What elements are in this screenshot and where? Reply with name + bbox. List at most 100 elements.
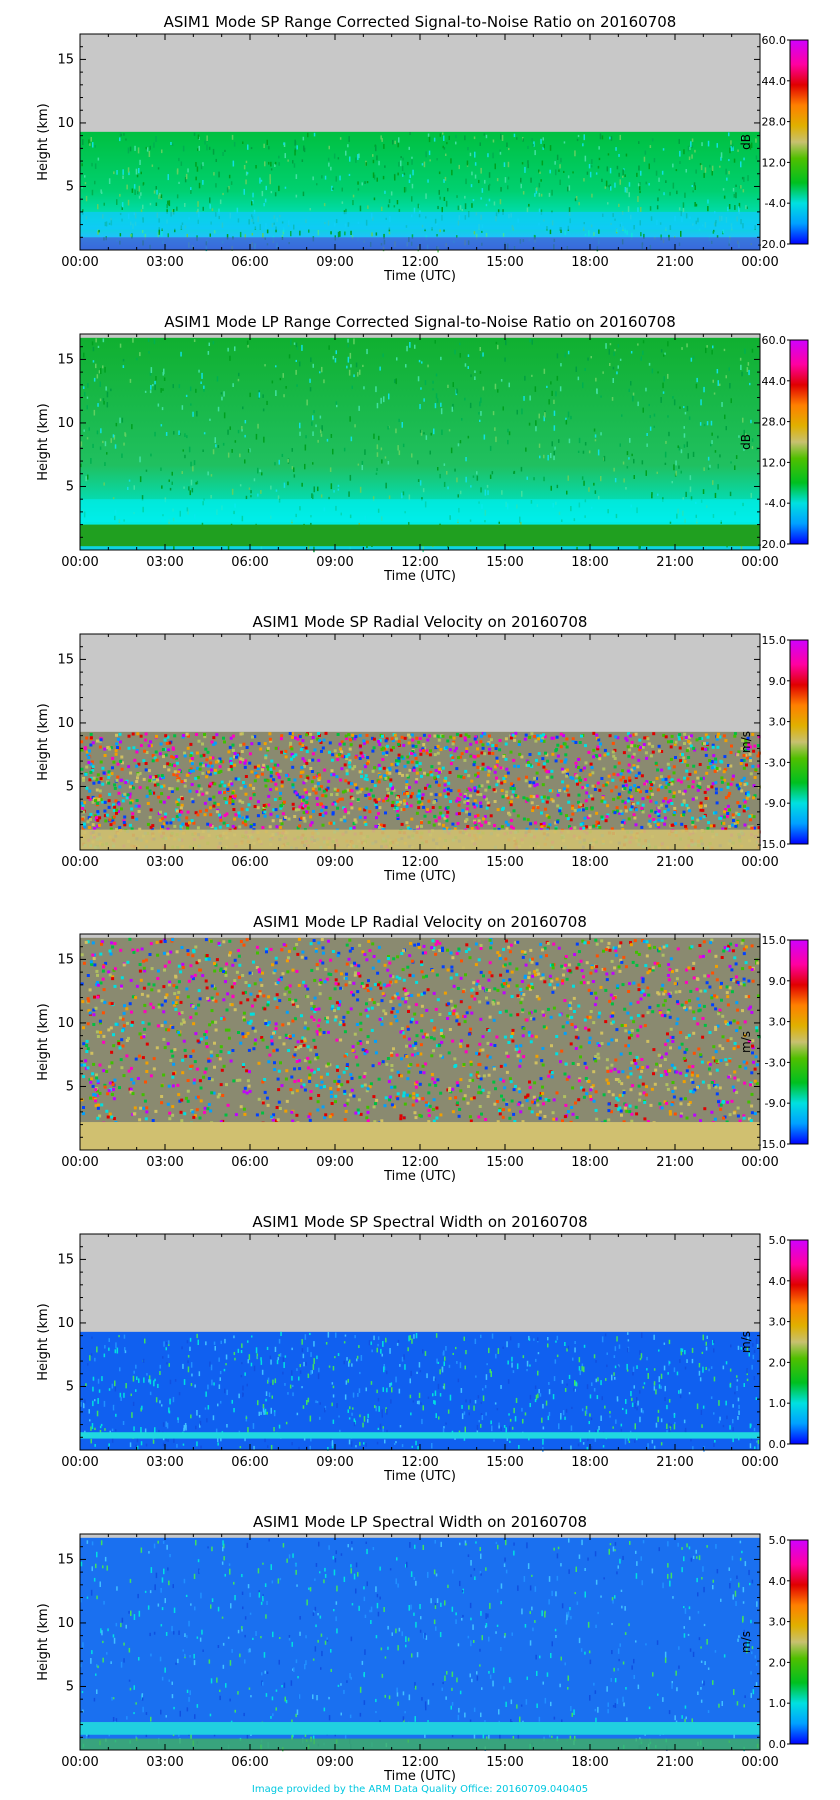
x-tick-label: 03:00	[146, 1755, 183, 1770]
footer-credit: Image provided by the ARM Data Quality O…	[251, 1784, 589, 1795]
colorbar-label: dB	[739, 434, 753, 450]
colorbar-tick-label: 0.0	[769, 1438, 787, 1451]
x-tick-label: 09:00	[316, 255, 353, 270]
chart-panel-3: ASIM1 Mode SP Radial Velocity on 2016070…	[36, 613, 809, 884]
x-tick-label: 09:00	[316, 1755, 353, 1770]
x-tick-label: 09:00	[316, 1155, 353, 1170]
colorbar: 5.0 4.0 3.0 2.0 1.0 0.0 m/s	[739, 1534, 809, 1751]
colorbar-label: dB	[739, 134, 753, 150]
colorbar-tick-label: -15.0	[758, 838, 786, 851]
x-tick-label: 03:00	[146, 1455, 183, 1470]
colorbar-tick-label: -3.0	[765, 756, 786, 769]
colorbar-tick-label: 9.0	[769, 975, 787, 988]
x-tick-label: 15:00	[486, 1455, 523, 1470]
x-tick-label: 12:00	[401, 1755, 438, 1770]
low-band	[80, 1722, 760, 1735]
colorbar-tick-label: 3.0	[769, 1616, 787, 1629]
x-tick-label: 21:00	[656, 1455, 693, 1470]
chart-title: ASIM1 Mode LP Range Corrected Signal-to-…	[164, 313, 676, 331]
colorbar-tick-label: -3.0	[765, 1056, 786, 1069]
x-tick-label: 12:00	[401, 555, 438, 570]
x-tick-label: 09:00	[316, 555, 353, 570]
colorbar-tick-label: 60.0	[762, 34, 787, 47]
colorbar-tick-label: -4.0	[765, 197, 786, 210]
y-tick-label: 15	[57, 1552, 74, 1567]
colorbar-tick-label: 28.0	[762, 116, 787, 129]
chart-title: ASIM1 Mode SP Spectral Width on 20160708	[252, 1213, 587, 1231]
x-tick-label: 18:00	[571, 1455, 608, 1470]
low-band	[80, 1432, 760, 1439]
x-tick-label: 12:00	[401, 1155, 438, 1170]
x-tick-label: 06:00	[231, 255, 268, 270]
x-tick-label: 18:00	[571, 1755, 608, 1770]
x-tick-label: 18:00	[571, 1155, 608, 1170]
colorbar-tick-label: 44.0	[762, 75, 787, 88]
y-tick-label: 15	[57, 352, 74, 367]
x-tick-label: 21:00	[656, 1155, 693, 1170]
x-tick-label: 03:00	[146, 555, 183, 570]
colorbar-tick-label: 0.0	[769, 1738, 787, 1751]
y-axis-label: Height (km)	[36, 1003, 51, 1080]
chart-title: ASIM1 Mode SP Range Corrected Signal-to-…	[164, 13, 677, 31]
colorbar-tick-label: 3.0	[769, 716, 787, 729]
colorbar: 15.0 9.0 3.0 -3.0 -9.0 -15.0 m/s	[739, 634, 809, 851]
y-tick-label: 15	[57, 1252, 74, 1267]
x-tick-label: 00:00	[61, 1755, 98, 1770]
x-tick-label: 00:00	[61, 855, 98, 870]
colorbar-tick-label: -9.0	[765, 1097, 786, 1110]
colorbar-gradient	[789, 939, 809, 1145]
y-tick-label: 10	[57, 416, 74, 431]
x-tick-label: 15:00	[486, 1155, 523, 1170]
colorbar-tick-label: 28.0	[762, 416, 787, 429]
chart-panel-4: ASIM1 Mode LP Radial Velocity on 2016070…	[36, 913, 809, 1184]
colorbar-tick-label: 5.0	[769, 1234, 787, 1247]
colorbar: 5.0 4.0 3.0 2.0 1.0 0.0 m/s	[739, 1234, 809, 1451]
chart-title: ASIM1 Mode LP Spectral Width on 20160708	[253, 1513, 587, 1531]
colorbar-tick-label: -20.0	[758, 238, 786, 251]
y-tick-label: 10	[57, 1616, 74, 1631]
x-tick-label: 21:00	[656, 855, 693, 870]
x-tick-label: 12:00	[401, 255, 438, 270]
y-tick-label: 5	[66, 1379, 74, 1394]
y-tick-label: 15	[57, 652, 74, 667]
y-axis-label: Height (km)	[36, 703, 51, 780]
data-speckle	[80, 1331, 760, 1452]
x-axis-label: Time (UTC)	[383, 869, 456, 884]
data-field	[80, 131, 760, 250]
x-tick-label: 09:00	[316, 855, 353, 870]
y-tick-label: 15	[57, 52, 74, 67]
colorbar-tick-label: 60.0	[762, 334, 787, 347]
x-tick-label: 12:00	[401, 855, 438, 870]
colorbar-label: m/s	[739, 1331, 753, 1353]
x-tick-label: 06:00	[231, 855, 268, 870]
x-tick-label: 15:00	[486, 555, 523, 570]
x-axis-label: Time (UTC)	[383, 569, 456, 584]
colorbar-gradient	[789, 39, 809, 245]
low-band	[80, 211, 760, 230]
y-tick-label: 10	[57, 116, 74, 131]
chart-title: ASIM1 Mode LP Radial Velocity on 2016070…	[253, 913, 587, 931]
x-tick-label: 06:00	[231, 1155, 268, 1170]
x-tick-label: 03:00	[146, 255, 183, 270]
y-tick-label: 5	[66, 1679, 74, 1694]
colorbar-tick-label: -20.0	[758, 538, 786, 551]
x-tick-label: 21:00	[656, 255, 693, 270]
colorbar: 60.0 44.0 28.0 12.0 -4.0 -20.0 dB	[739, 334, 809, 551]
colorbar-tick-label: 4.0	[769, 1275, 787, 1288]
y-axis-label: Height (km)	[36, 1603, 51, 1680]
colorbar-tick-label: -9.0	[765, 797, 786, 810]
x-tick-label: 00:00	[741, 1155, 778, 1170]
colorbar-tick-label: 12.0	[762, 456, 787, 469]
y-axis-label: Height (km)	[36, 1303, 51, 1380]
surface-band	[80, 524, 760, 547]
colorbar: 60.0 44.0 28.0 12.0 -4.0 -20.0 dB	[739, 34, 809, 251]
colorbar: 15.0 9.0 3.0 -3.0 -9.0 -15.0 m/s	[739, 934, 809, 1151]
x-tick-label: 15:00	[486, 255, 523, 270]
x-tick-label: 00:00	[61, 1455, 98, 1470]
chart-panel-5: ASIM1 Mode SP Spectral Width on 20160708…	[36, 1213, 809, 1484]
colorbar-tick-label: 2.0	[769, 1356, 787, 1369]
colorbar-tick-label: 5.0	[769, 1534, 787, 1547]
colorbar-gradient	[789, 1539, 809, 1745]
x-tick-label: 12:00	[401, 1455, 438, 1470]
x-tick-label: 03:00	[146, 855, 183, 870]
